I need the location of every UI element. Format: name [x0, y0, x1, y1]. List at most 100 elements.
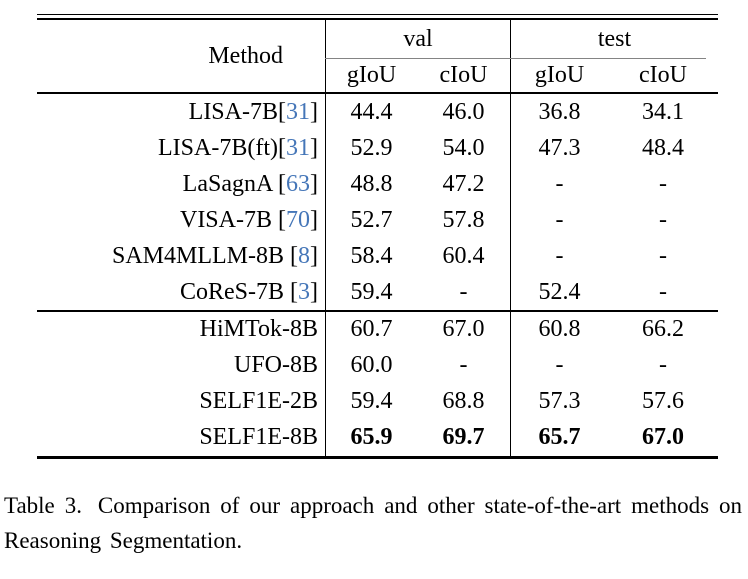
- val-ciou-cell: 46.0: [442, 98, 485, 125]
- table-section-ours: HiMTok-8B 60.7 67.0 60.8 66.2 UFO-8B 60.…: [37, 311, 718, 456]
- table-section-prior: LISA-7B[31] 44.4 46.0 36.8 34.1 LISA-7B(…: [37, 94, 718, 310]
- method-cell: VISA-7B [70]: [37, 202, 325, 238]
- group-header-test: test: [510, 20, 718, 59]
- cite-open-bracket: [: [278, 206, 286, 233]
- cite-close-bracket: ]: [310, 170, 318, 197]
- table-row: LISA-7B[31] 44.4 46.0 36.8 34.1: [37, 94, 718, 130]
- method-cell: SELF1E-8B: [37, 420, 325, 456]
- table-row-best: SELF1E-8B 65.9 69.7 65.7 67.0: [37, 419, 718, 456]
- results-table: Method val test gIoU cIoU gIoU cIoU LISA…: [37, 14, 718, 459]
- cite-open-bracket: [: [290, 278, 298, 305]
- citation-link: 3: [298, 278, 310, 305]
- citation-link: 63: [286, 170, 310, 197]
- table-row: SAM4MLLM-8B [8] 58.4 60.4 - -: [37, 238, 718, 274]
- val-giou-cell: 59.4: [325, 383, 417, 420]
- test-giou-cell: -: [510, 202, 608, 238]
- test-ciou-cell: -: [659, 170, 667, 197]
- subheader-test-ciou: cIoU: [639, 62, 687, 88]
- val-ciou-cell: 68.8: [442, 388, 485, 415]
- val-giou-cell: 52.7: [325, 202, 417, 238]
- test-ciou-cell: 48.4: [642, 134, 684, 161]
- citation-link: 31: [286, 134, 310, 161]
- table-row: HiMTok-8B 60.7 67.0 60.8 66.2: [37, 311, 718, 348]
- test-ciou-cell: -: [659, 206, 667, 233]
- test-giou-cell: 47.3: [510, 130, 608, 166]
- method-name: UFO-8B: [233, 352, 318, 379]
- cite-close-bracket: ]: [310, 242, 318, 269]
- test-giou-cell: -: [510, 238, 608, 274]
- method-cell: SAM4MLLM-8B [8]: [37, 238, 325, 274]
- val-ciou-cell: 60.4: [442, 242, 485, 269]
- section-divider-rule: [37, 310, 718, 312]
- method-name: SELF1E-2B: [199, 388, 318, 415]
- caption-text: Comparison of our approach and other sta…: [4, 493, 743, 553]
- val-ciou-cell: -: [459, 352, 468, 379]
- table-row: VISA-7B [70] 52.7 57.8 - -: [37, 202, 718, 238]
- table-bottom-rule: [37, 455, 718, 459]
- test-giou-cell: -: [510, 166, 608, 202]
- method-column-header: Method: [208, 42, 283, 69]
- val-ciou-cell: 54.0: [442, 134, 485, 161]
- method-name: SAM4MLLM-8B: [111, 242, 290, 269]
- method-name: VISA-7B: [179, 206, 278, 233]
- method-name: LaSagnA: [182, 170, 278, 197]
- val-giou-cell: 48.8: [325, 166, 417, 202]
- test-giou-cell: 36.8: [510, 94, 608, 130]
- test-giou-cell: 52.4: [510, 274, 608, 310]
- method-name: HiMTok-8B: [199, 316, 318, 343]
- header-midrule: [325, 57, 706, 60]
- method-cell: HiMTok-8B: [37, 312, 325, 348]
- method-name: SELF1E-8B: [199, 424, 318, 451]
- table-row: SELF1E-2B 59.4 68.8 57.3 57.6: [37, 383, 718, 420]
- table-caption: Table 3. Comparison of our approach and …: [4, 488, 742, 558]
- table-top-rule: [37, 14, 718, 20]
- cite-close-bracket: ]: [310, 134, 318, 161]
- table-row: LISA-7B(ft)[31] 52.9 54.0 47.3 48.4: [37, 130, 718, 166]
- cite-close-bracket: ]: [310, 278, 318, 305]
- test-ciou-cell: 67.0: [642, 424, 684, 451]
- val-ciou-cell: 47.2: [442, 170, 485, 197]
- cite-open-bracket: [: [290, 242, 298, 269]
- test-ciou-cell: -: [659, 278, 667, 305]
- citation-link: 70: [286, 206, 310, 233]
- test-ciou-cell: -: [659, 352, 667, 379]
- header-bottom-rule: [37, 92, 718, 94]
- test-ciou-cell: 34.1: [642, 98, 684, 125]
- val-ciou-cell: 67.0: [442, 316, 485, 343]
- val-giou-cell: 44.4: [325, 94, 417, 130]
- group-header-val: val: [325, 20, 510, 59]
- test-giou-cell: 65.7: [510, 419, 608, 456]
- val-ciou-cell: -: [459, 278, 468, 305]
- table-row: CoReS-7B [3] 59.4 - 52.4 -: [37, 274, 718, 310]
- test-giou-cell: -: [510, 347, 608, 384]
- method-cell: LaSagnA [63]: [37, 166, 325, 202]
- cite-close-bracket: ]: [310, 98, 318, 125]
- test-ciou-cell: -: [659, 242, 667, 269]
- citation-link: 31: [286, 98, 310, 125]
- method-cell: LISA-7B(ft)[31]: [37, 130, 325, 166]
- subheader-val-giou: gIoU: [325, 59, 417, 92]
- caption-label: Table 3.: [4, 493, 82, 518]
- val-giou-cell: 65.9: [325, 419, 417, 456]
- cite-open-bracket: [: [278, 170, 286, 197]
- table-row: UFO-8B 60.0 - - -: [37, 347, 718, 384]
- val-giou-cell: 60.7: [325, 311, 417, 348]
- val-giou-cell: 58.4: [325, 238, 417, 274]
- cite-open-bracket: [: [278, 134, 286, 161]
- table-row: LaSagnA [63] 48.8 47.2 - -: [37, 166, 718, 202]
- method-name: LISA-7B: [188, 98, 278, 125]
- subheader-test-giou: gIoU: [510, 59, 608, 92]
- cite-close-bracket: ]: [310, 206, 318, 233]
- val-ciou-cell: 69.7: [442, 424, 485, 451]
- method-cell: UFO-8B: [37, 348, 325, 384]
- cite-open-bracket: [: [278, 98, 286, 125]
- method-cell: CoReS-7B [3]: [37, 274, 325, 310]
- table-header: Method val test gIoU cIoU gIoU cIoU: [37, 20, 718, 92]
- citation-link: 8: [298, 242, 310, 269]
- test-ciou-cell: 57.6: [642, 388, 684, 415]
- method-cell: SELF1E-2B: [37, 384, 325, 420]
- method-name: CoReS-7B: [179, 278, 290, 305]
- test-giou-cell: 60.8: [510, 311, 608, 348]
- method-cell: LISA-7B[31]: [37, 94, 325, 130]
